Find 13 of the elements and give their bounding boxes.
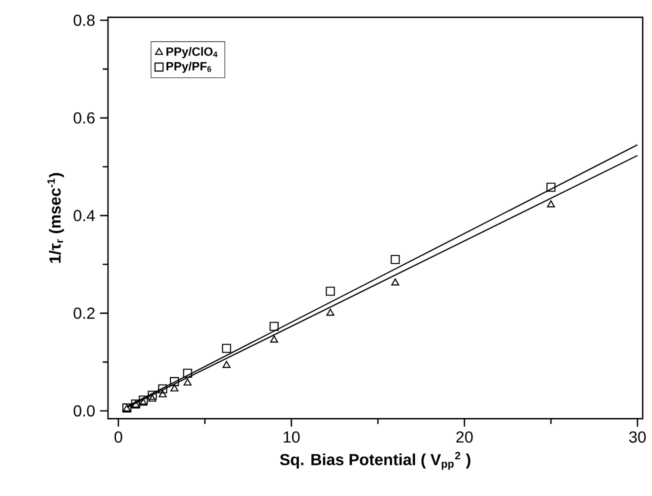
x-tick-label: 10 [284,431,300,443]
y-tick-label: 0.8 [74,14,95,26]
legend-label: PPy/PF$_{6}$ [166,62,212,73]
y-tick-label: 0.4 [74,210,95,222]
x-tick-label: 20 [456,431,473,443]
y-tick-label: 0.0 [74,405,95,417]
x-tick-label: 30 [629,431,646,443]
y-tick-label: 0.2 [74,308,94,319]
y-tick-label: 0.6 [74,112,95,124]
x-axis-title: Sq. Bias Potential ( V$_{pp}$$^{2}$ ) [280,452,470,470]
legend-label: PPy/ClO$_{4}$ [166,47,218,58]
x-tick-label: 0 [114,431,122,443]
y-axis-title: 1/τ$_{r}$ (msec$^{-1}$) [47,173,64,263]
